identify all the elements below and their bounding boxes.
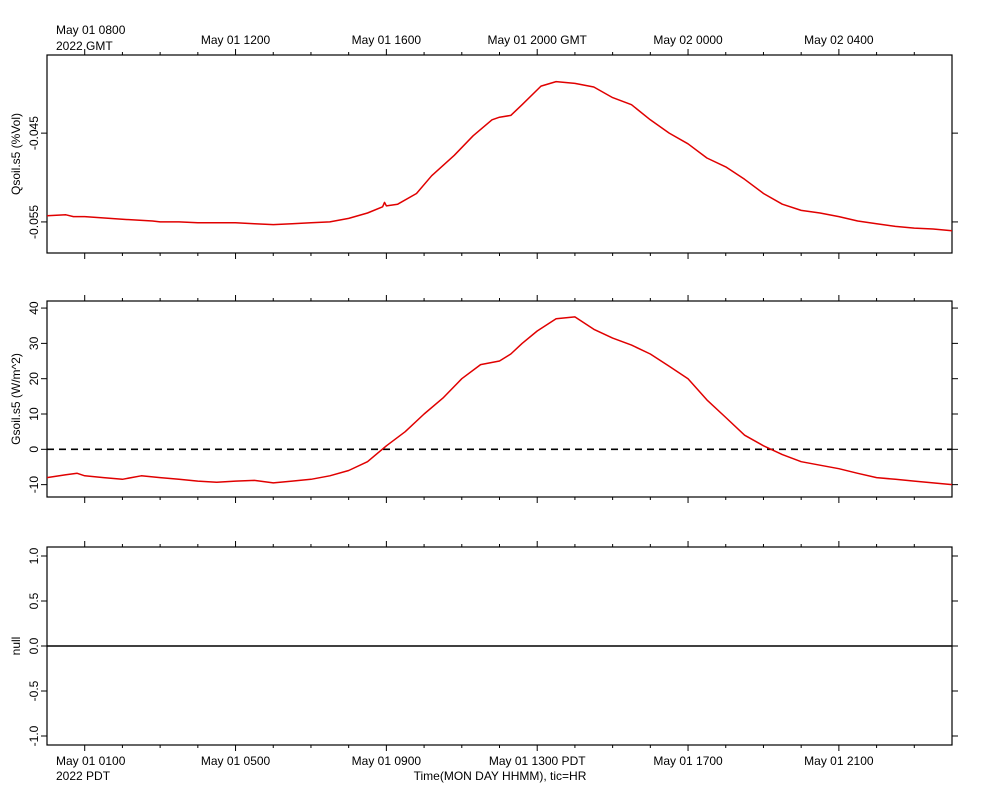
panel-frame: [46, 54, 953, 254]
top-axis-first-label-line2: 2022 GMT: [56, 39, 113, 53]
top-axis-label: May 01 1200: [201, 33, 271, 47]
y-tick-label: 40: [27, 301, 41, 315]
y-tick-label: 0.5: [27, 592, 41, 609]
y-tick-label: -10: [27, 476, 41, 494]
y-axis-title: Gsoil.s5 (W/m^2): [9, 353, 23, 445]
y-tick-label: -1.0: [27, 725, 41, 746]
y-tick-label: 0: [27, 446, 41, 453]
series-line: [46, 316, 953, 486]
bottom-time-axis: May 01 0100 2022 PDT May 01 0500 May 01 0…: [56, 754, 874, 783]
top-axis-label: May 02 0000: [653, 33, 723, 47]
top-axis-first-label: May 01 0800: [56, 23, 126, 37]
y-axis-title: null: [9, 637, 23, 656]
series-line: [46, 80, 953, 232]
bottom-axis-first-label: May 01 0100: [56, 754, 126, 768]
top-axis-label: May 01 2000 GMT: [488, 33, 588, 47]
y-tick-label: -0.055: [27, 205, 41, 239]
y-tick-label: 0.0: [27, 637, 41, 654]
bottom-axis-label: May 01 2100: [804, 754, 874, 768]
y-tick-label: 30: [27, 336, 41, 350]
panel-3: -1.0 -0.5 0.0 0.5 1.0 null: [9, 541, 958, 751]
top-time-axis: May 01 0800 2022 GMT May 01 1200 May 01 1…: [56, 23, 874, 53]
bottom-axis-label: May 01 1300 PDT: [489, 754, 586, 768]
y-tick-label: -0.045: [27, 116, 41, 150]
bottom-axis-label: May 01 0900: [352, 754, 422, 768]
panel-2: -10 0 10 20 30 40 Gsoil.s5 (W/m^2): [9, 295, 958, 503]
x-axis-title: Time(MON DAY HHMM), tic=HR: [414, 769, 587, 783]
bottom-axis-label: May 01 1700: [653, 754, 723, 768]
bottom-axis-first-label-line2: 2022 PDT: [56, 769, 111, 783]
panel-1: -0.055 -0.045 Qsoil.s5 (%Vol): [9, 49, 958, 259]
y-tick-label: 10: [27, 407, 41, 421]
panel-frame: [46, 300, 953, 498]
y-tick-label: -0.5: [27, 680, 41, 701]
y-axis-title: Qsoil.s5 (%Vol): [9, 113, 23, 195]
y-tick-label: 20: [27, 372, 41, 386]
bottom-axis-label: May 01 0500: [201, 754, 271, 768]
top-axis-label: May 01 1600: [352, 33, 422, 47]
top-axis-label: May 02 0400: [804, 33, 874, 47]
y-tick-label: 1.0: [27, 547, 41, 564]
